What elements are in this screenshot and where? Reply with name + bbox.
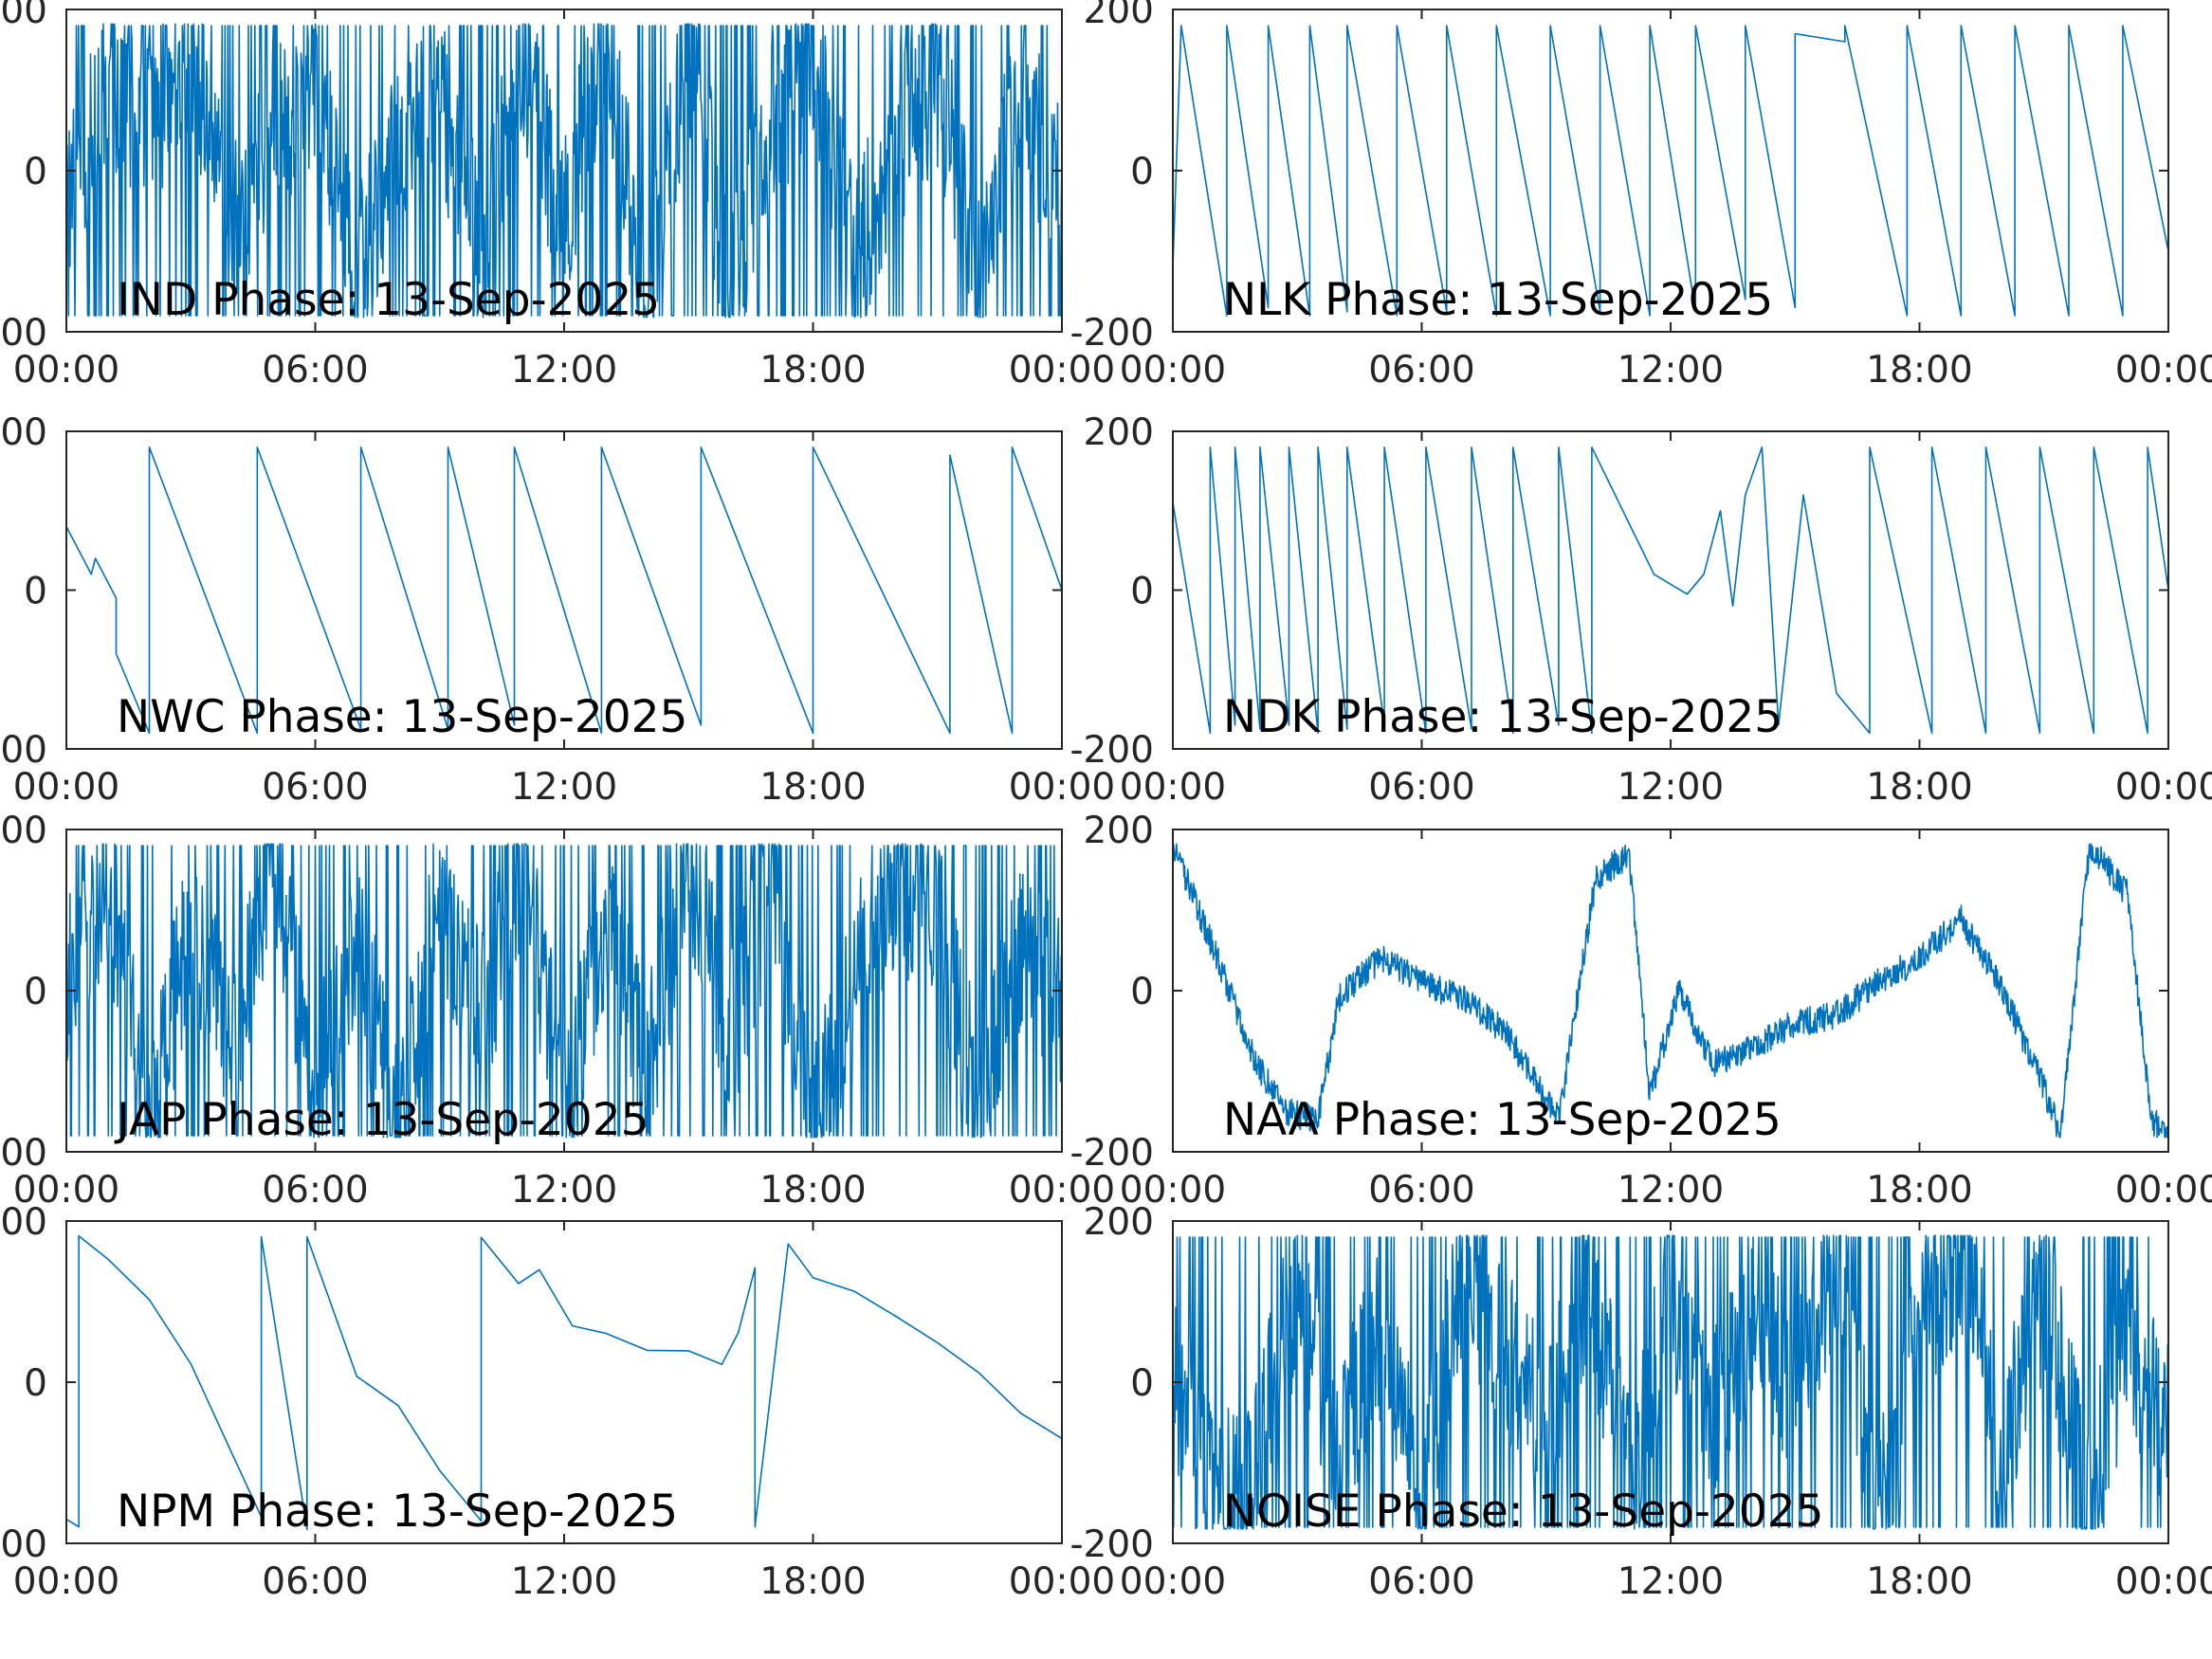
x-tick-label: 12:00 [1618,766,1724,809]
y-tick-label: 0 [1130,151,1154,193]
series-line [1173,1234,2168,1530]
x-tick-label: 00:00 [1009,349,1115,392]
x-tick-label: 18:00 [1866,349,1972,392]
y-tick-label: -200 [1069,729,1154,772]
x-tick-label: 00:00 [1120,349,1226,392]
series-line [66,447,1062,735]
y-tick-label: -200 [1069,312,1154,355]
y-tick-label: -200 [0,1523,47,1566]
y-tick-label: 200 [0,810,47,852]
x-tick-label: 06:00 [262,349,368,392]
x-tick-label: 06:00 [262,1560,368,1603]
series-line [66,1235,1062,1531]
y-tick-label: 200 [0,411,47,454]
x-tick-label: 12:00 [511,766,617,809]
y-tick-label: -200 [0,729,47,772]
y-tick-label: -200 [1069,1132,1154,1175]
x-tick-label: 18:00 [759,766,866,809]
x-tick-label: 00:00 [2115,766,2212,809]
x-tick-label: 00:00 [2115,1169,2212,1212]
x-tick-label: 12:00 [511,349,617,392]
panel-title: NOISE Phase: 13-Sep-2025 [1223,1486,1824,1538]
x-tick-label: 12:00 [1618,1560,1724,1603]
y-tick-label: 0 [24,571,47,613]
y-tick-label: -200 [0,1132,47,1175]
y-tick-label: 0 [1130,971,1154,1013]
series-line [66,843,1062,1139]
y-tick-label: 200 [0,0,47,32]
x-tick-label: 18:00 [1866,1169,1972,1212]
y-tick-label: 200 [1084,810,1154,852]
series-line [66,23,1062,319]
x-tick-label: 18:00 [1866,1560,1972,1603]
x-tick-label: 00:00 [13,766,119,809]
x-tick-label: 06:00 [1368,1169,1474,1212]
panel-title: NAA Phase: 13-Sep-2025 [1223,1094,1782,1146]
y-tick-label: -200 [0,312,47,355]
y-tick-label: 200 [0,1201,47,1244]
x-tick-label: 00:00 [13,1169,119,1212]
x-tick-label: 06:00 [262,1169,368,1212]
x-tick-label: 06:00 [1368,349,1474,392]
panel-title: NLK Phase: 13-Sep-2025 [1223,274,1773,326]
panel-title: NWC Phase: 13-Sep-2025 [117,691,687,743]
panel-title: IND Phase: 13-Sep-2025 [117,274,660,326]
y-tick-label: 0 [1130,1362,1154,1405]
y-tick-label: 200 [1084,0,1154,32]
x-tick-label: 00:00 [1120,766,1226,809]
x-tick-label: 00:00 [2115,349,2212,392]
y-tick-label: 0 [24,971,47,1013]
y-tick-label: 0 [1130,571,1154,613]
x-tick-label: 06:00 [1368,1560,1474,1603]
x-tick-label: 12:00 [1618,349,1724,392]
y-tick-label: 0 [24,1362,47,1405]
y-tick-label: 200 [1084,411,1154,454]
x-tick-label: 18:00 [759,349,866,392]
x-tick-label: 12:00 [511,1560,617,1603]
x-tick-label: 00:00 [1009,1560,1115,1603]
x-tick-label: 12:00 [511,1169,617,1212]
x-tick-label: 00:00 [1120,1560,1226,1603]
x-tick-label: 00:00 [1120,1169,1226,1212]
x-tick-label: 06:00 [262,766,368,809]
x-tick-label: 00:00 [13,349,119,392]
x-tick-label: 00:00 [2115,1560,2212,1603]
x-tick-label: 00:00 [1009,1169,1115,1212]
x-tick-label: 12:00 [1618,1169,1724,1212]
x-tick-label: 18:00 [1866,766,1972,809]
x-tick-label: 00:00 [13,1560,119,1603]
panel-title: JAP Phase: 13-Sep-2025 [114,1094,649,1146]
series-line [1173,447,2168,735]
panel-title: NPM Phase: 13-Sep-2025 [117,1486,678,1538]
series-line [1173,843,2168,1139]
series-line [1173,25,2168,317]
y-tick-label: 0 [24,151,47,193]
x-tick-label: 00:00 [1009,766,1115,809]
panel-title: NDK Phase: 13-Sep-2025 [1223,691,1782,743]
y-tick-label: -200 [1069,1523,1154,1566]
y-tick-label: 200 [1084,1201,1154,1244]
x-tick-label: 18:00 [759,1560,866,1603]
x-tick-label: 18:00 [759,1169,866,1212]
x-tick-label: 06:00 [1368,766,1474,809]
